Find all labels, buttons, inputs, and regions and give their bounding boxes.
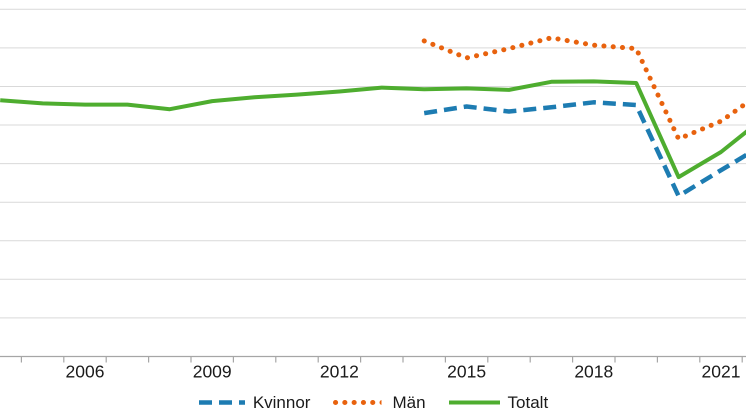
legend-item-kvinnor: Kvinnor: [198, 392, 311, 412]
legend-item-man: Män: [332, 392, 426, 412]
x-axis-labels: 2006 2009 2012 2015 2018 2021: [66, 362, 741, 382]
kvinnor-dashed-line-icon: [198, 399, 245, 405]
x-axis-ticks: [20, 356, 743, 363]
x-axis-label: 2006: [66, 362, 105, 382]
totalt-solid-line-icon: [448, 400, 500, 404]
legend-label-totalt: Totalt: [507, 392, 549, 412]
gridlines: [0, 8, 746, 319]
man-dotted-line-icon: [333, 399, 385, 405]
x-axis-label: 2009: [193, 362, 232, 382]
legend-label-man: Män: [392, 392, 426, 412]
series-kvinnor-line: [423, 100, 746, 199]
series-totalt-line: [0, 79, 746, 180]
x-axis-label: 2015: [447, 362, 486, 382]
chart-legend: Kvinnor Män Totalt: [0, 391, 746, 413]
x-axis-label: 2018: [574, 362, 613, 382]
legend-item-totalt: Totalt: [448, 392, 549, 412]
series-man-line: [421, 35, 746, 142]
x-axis-label: 2012: [320, 362, 359, 382]
x-axis-label: 2021: [702, 362, 741, 382]
legend-label-kvinnor: Kvinnor: [252, 392, 311, 412]
